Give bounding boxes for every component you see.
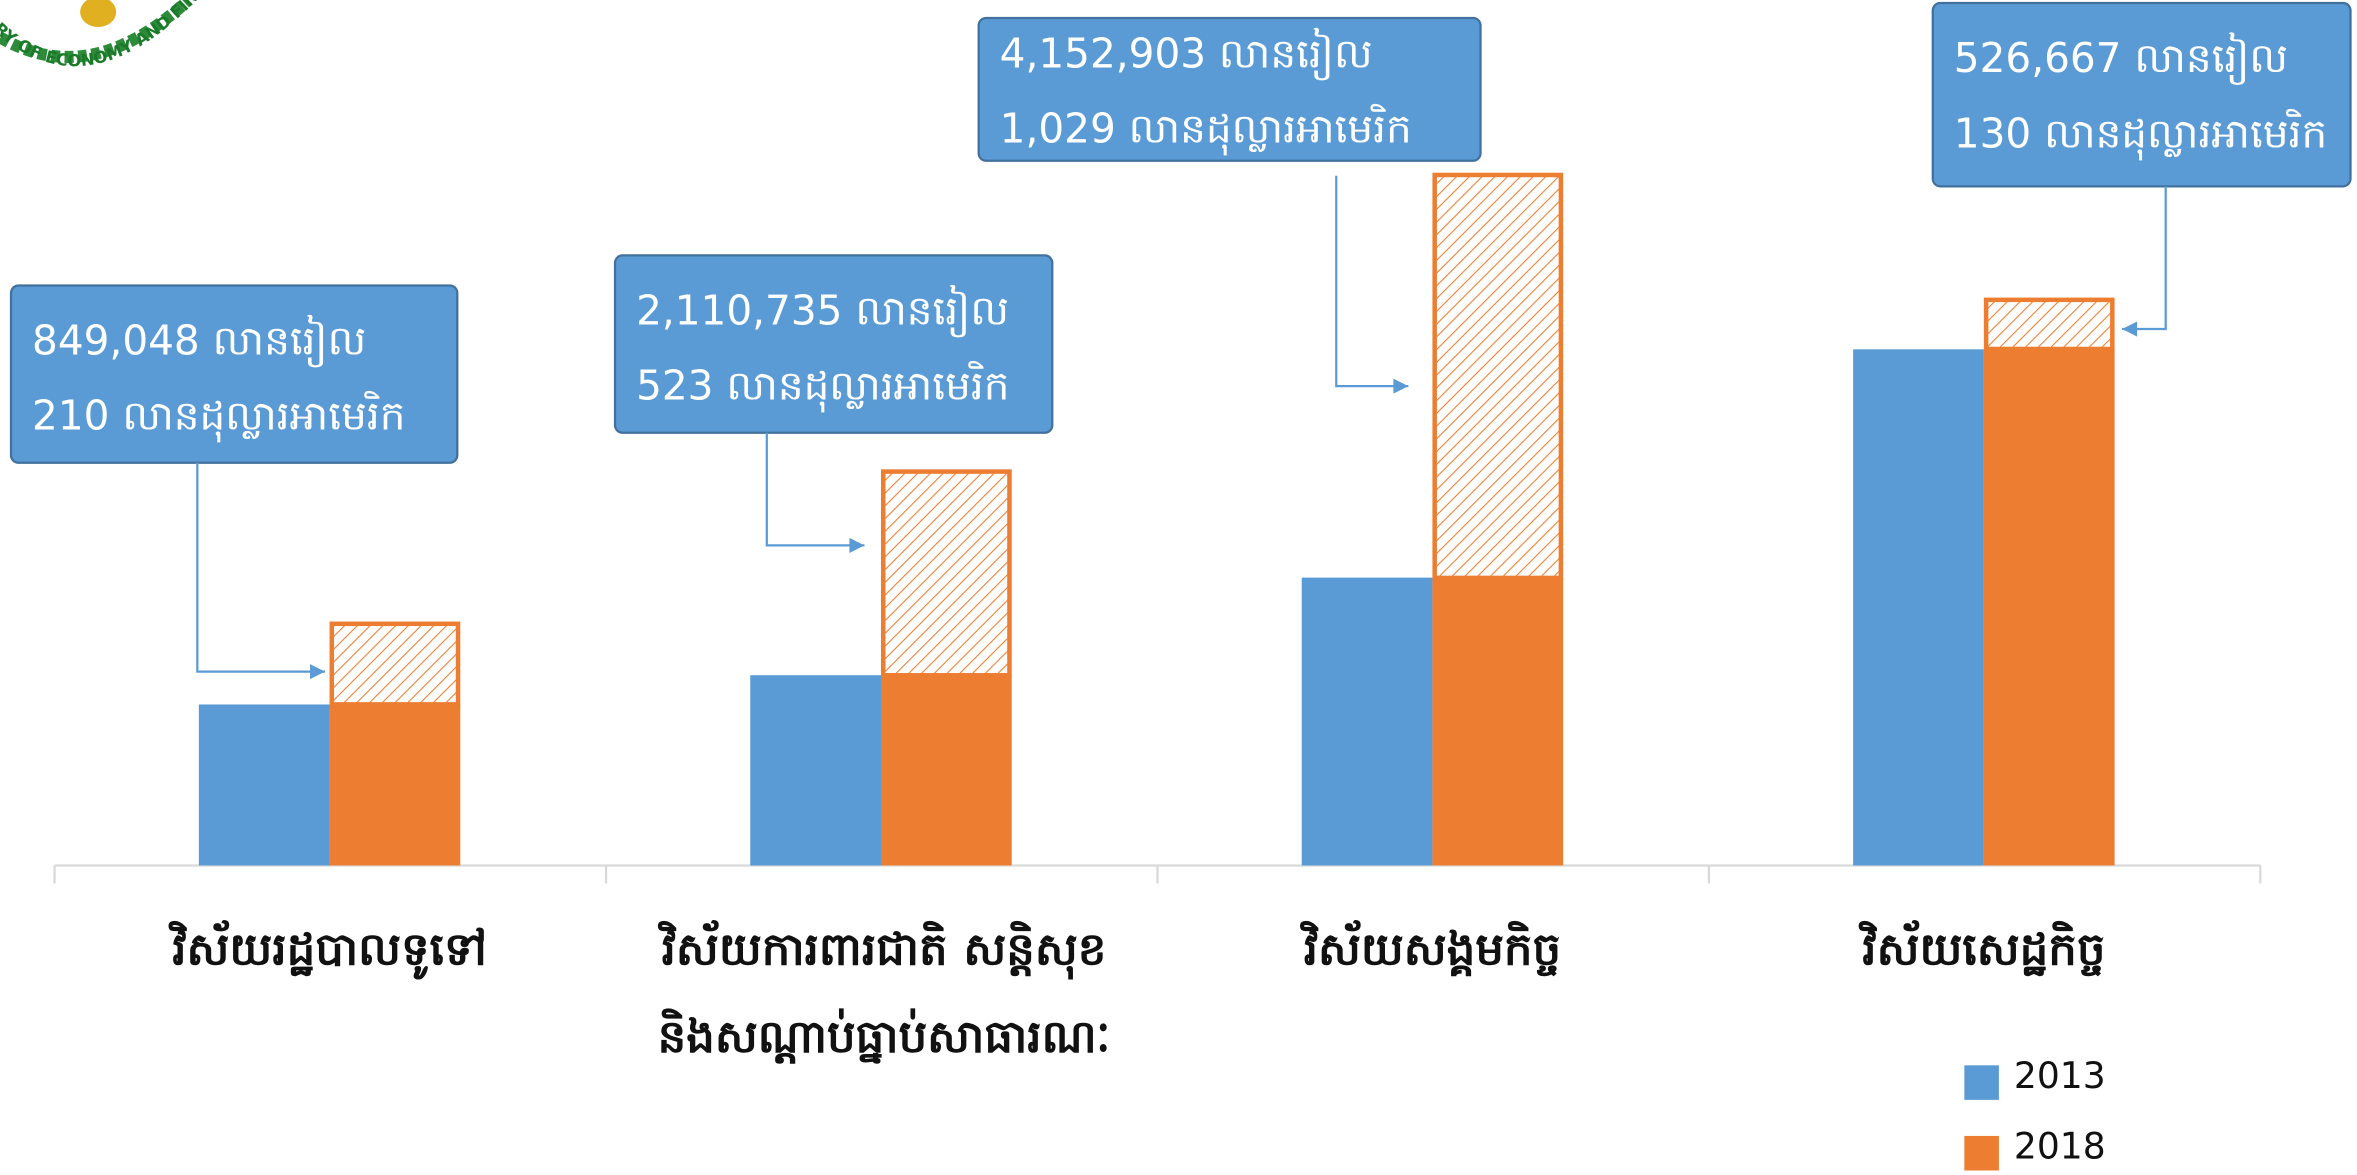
- callout-riel: 849,048 លានរៀល: [32, 315, 366, 368]
- legend-swatch: [1964, 1135, 1999, 1171]
- callout-usd: 1,029 លានដុល្លារអាមេរិក: [1000, 104, 1412, 156]
- callout-arrow: [1335, 175, 1409, 388]
- bar-2013: [198, 704, 330, 866]
- category-label: វិស័យសេដ្ឋកិច្ច: [1859, 920, 2106, 977]
- bar-2018-increase: [329, 621, 461, 707]
- callout-box: [9, 284, 459, 464]
- callout-arrow: [2122, 186, 2167, 331]
- callout-box: [1931, 1, 2352, 188]
- callout-riel: 526,667 លានរៀល: [1954, 32, 2288, 85]
- legend-swatch: [1964, 1065, 1999, 1100]
- category-label: វិស័យសង្គមកិច្ច: [1300, 920, 1561, 977]
- arrow-head: [2122, 321, 2138, 337]
- logo: RY OF ECONOMY AND FINAN: [0, 0, 211, 70]
- callout-box: [613, 254, 1054, 434]
- callout-usd: 523 លានដុល្លារអាមេរិក: [636, 361, 1009, 413]
- callout-arrow: [196, 462, 326, 673]
- callout-usd: 210 លានដុល្លារអាមេរិក: [32, 391, 405, 443]
- legend-label: 2013: [2014, 1055, 2106, 1097]
- arrow-head: [849, 537, 865, 553]
- bar-2018-base: [329, 704, 461, 866]
- bar-2013: [1301, 577, 1433, 866]
- callout-riel: 4,152,903 លានរៀល: [1000, 28, 1373, 81]
- callout-riel: 2,110,735 លានរៀល: [636, 285, 1009, 338]
- category-label: និងសណ្តាប់ធ្នាប់សាធារណៈ: [658, 1008, 1111, 1064]
- bar-2013: [750, 675, 881, 866]
- bar-2018-base: [1432, 577, 1564, 866]
- arrow-head: [310, 664, 326, 680]
- bar-2018-base: [1983, 348, 2115, 866]
- callout-arrow: [765, 432, 865, 547]
- category-label: វិស័យរដ្ឋបាលទូទៅ: [169, 920, 487, 981]
- bar-2018-base: [880, 675, 1012, 866]
- arrow-head: [1393, 378, 1409, 394]
- legend-label: 2018: [2014, 1125, 2106, 1167]
- bar-2018-increase: [1432, 172, 1564, 581]
- bar-2018-increase: [880, 469, 1012, 678]
- bar-2018-increase: [1983, 297, 2115, 352]
- callout-box: [977, 16, 1482, 162]
- category-label: វិស័យការពារជាតិ សន្តិសុខ: [658, 920, 1106, 981]
- bar-2013: [1853, 349, 1984, 866]
- callout-usd: 130 លានដុល្លារអាមេរិក: [1954, 108, 2327, 160]
